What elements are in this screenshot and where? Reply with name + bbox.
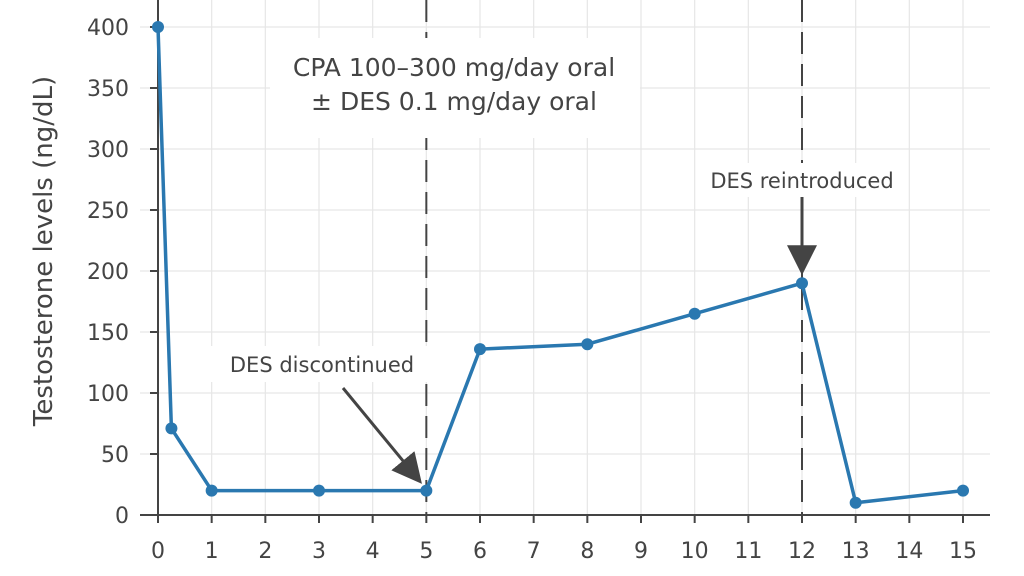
x-tick-label: 13 [842, 539, 870, 564]
x-tick-label: 4 [366, 539, 380, 564]
data-point [957, 484, 969, 497]
des-discontinued-label: DES discontinued [230, 353, 414, 377]
cpa-annotation-line: CPA 100–300 mg/day oral [293, 53, 615, 82]
x-tick-label: 5 [419, 539, 433, 564]
y-tick-label: 350 [87, 77, 129, 102]
des-reintroduced-box [700, 163, 904, 197]
x-tick-label: 15 [949, 539, 977, 564]
x-tick-label: 12 [788, 539, 816, 564]
y-tick-label: 0 [115, 504, 129, 529]
des-discontinued-box [210, 346, 432, 382]
cpa-annotation-box [270, 38, 640, 138]
des-discontinued-arrow [341, 387, 422, 484]
x-tick-label: 10 [681, 539, 709, 564]
des-reintroduced-label: DES reintroduced [710, 169, 893, 193]
data-point [313, 484, 325, 497]
data-point [152, 21, 164, 33]
x-tick-label: 14 [895, 539, 923, 564]
y-tick-label: 100 [87, 382, 129, 407]
y-tick-label: 250 [87, 199, 129, 224]
y-tick-label: 50 [101, 443, 129, 468]
data-point [581, 338, 594, 351]
y-tick-label: 200 [87, 260, 129, 285]
y-tick-label: 300 [87, 138, 129, 163]
x-tick-label: 11 [734, 539, 762, 564]
data-point [420, 484, 433, 497]
annotations: CPA 100–300 mg/day oral ± DES 0.1 mg/day … [210, 38, 904, 484]
y-tick-label: 400 [87, 16, 129, 41]
data-series [152, 21, 969, 509]
axes [140, 0, 990, 523]
data-point [474, 343, 486, 356]
x-tick-label: 8 [580, 539, 594, 564]
y-axis-title: Testosterone levels (ng/dL) [29, 76, 59, 427]
y-tick-label: 150 [87, 321, 129, 346]
data-point [796, 277, 808, 290]
x-tick-label: 2 [258, 539, 272, 564]
x-tick-label: 6 [473, 539, 487, 564]
x-tick-label: 7 [527, 539, 541, 564]
data-point [688, 307, 701, 320]
cpa-annotation-line: ± DES 0.1 mg/day oral [311, 87, 597, 116]
data-point [165, 422, 178, 435]
x-tick-label: 9 [634, 539, 648, 564]
data-point [849, 496, 862, 509]
x-tick-label: 1 [205, 539, 219, 564]
data-point [205, 484, 218, 497]
x-tick-label: 3 [312, 539, 326, 564]
x-tick-label: 0 [151, 539, 165, 564]
